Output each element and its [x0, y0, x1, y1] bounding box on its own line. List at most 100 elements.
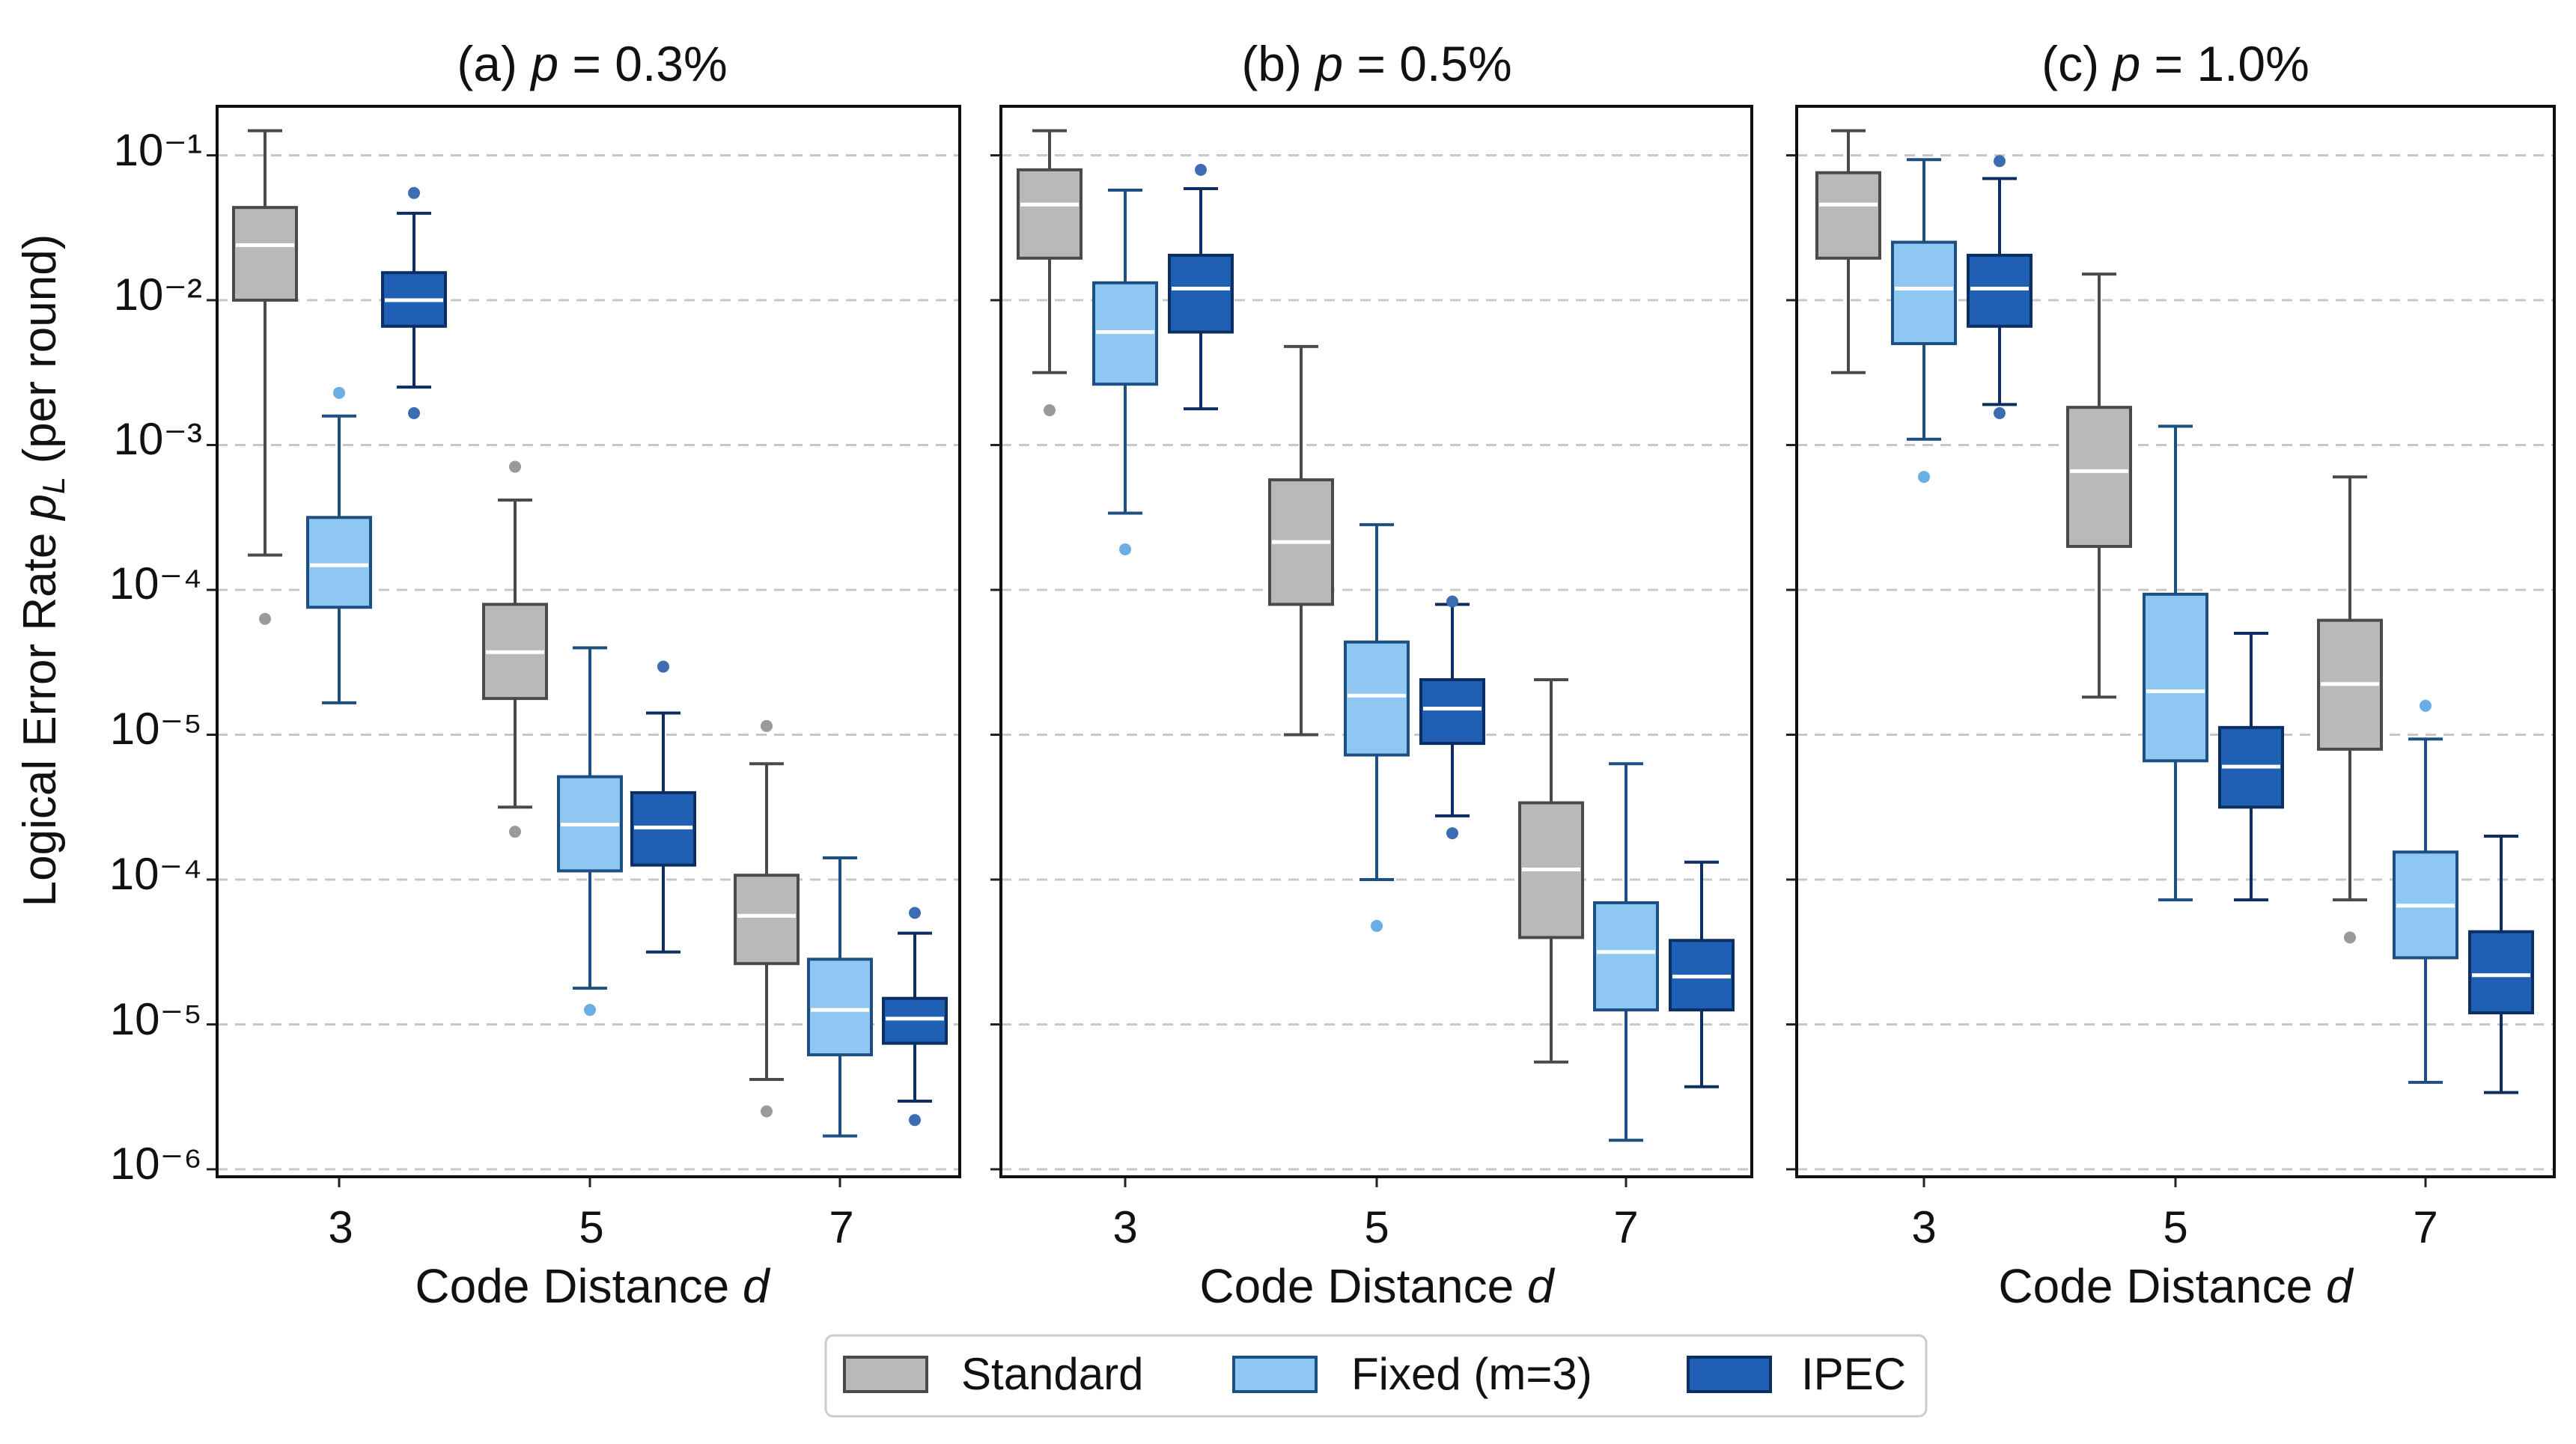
legend-swatch-ipec [1687, 1356, 1772, 1393]
box-fixed-m-3--d3 [1891, 158, 1957, 484]
outlier-point [333, 386, 345, 399]
plot-area [1786, 105, 2556, 1187]
iqr-box [734, 874, 800, 966]
legend-frame [824, 1334, 1928, 1418]
box-standard-d5 [1268, 344, 1334, 737]
outlier-point [761, 719, 773, 732]
outlier-point [584, 1004, 596, 1017]
iqr-box [1967, 254, 2033, 328]
iqr-box [232, 206, 298, 302]
box-standard-d7 [2317, 475, 2383, 944]
box-fixed-m-3--d5 [557, 646, 623, 1017]
outlier-point [259, 612, 271, 625]
x-axis-label: Code Distance d [1199, 1259, 1556, 1313]
outlier-point [509, 460, 521, 473]
x-axis-label: Code Distance d [415, 1259, 771, 1313]
box-fixed-m-3--d5 [1344, 523, 1410, 932]
x-tick-label: 7 [1613, 1202, 1638, 1252]
x-tick-label: 3 [1911, 1202, 1936, 1252]
outlier-point [1195, 163, 1207, 176]
outlier-point [1446, 827, 1458, 840]
y-tick-label: 10⁻¹ [114, 125, 202, 175]
y-tick-label: 10⁻⁵ [110, 704, 202, 754]
outlier-point [509, 826, 521, 838]
iqr-box [1815, 171, 1881, 260]
box-fixed-m-3--d7 [2393, 699, 2458, 1084]
outlier-point [1446, 595, 1458, 608]
y-axis-label: Logical Error Rate pL (per round) [14, 234, 71, 907]
box-ipec-d3 [1168, 163, 1234, 411]
legend-swatch-standard [843, 1356, 928, 1393]
iqr-box [807, 957, 873, 1057]
axes-frame [1795, 105, 2556, 1178]
outlier-point [1371, 919, 1383, 932]
plot-area [207, 105, 961, 1187]
x-tick-label: 5 [1364, 1202, 1389, 1252]
box-standard-d5 [2066, 272, 2132, 699]
y-tick-label: 10⁻⁴ [109, 849, 202, 899]
panel-b: (b) p = 0.5% 3 5 7 Code Distance d [990, 36, 1753, 1313]
iqr-box [1891, 240, 1957, 346]
panel-title: (a) p = 0.3% [457, 36, 727, 91]
outlier-point [2344, 931, 2356, 944]
legend: Standard Fixed (m=3) IPEC [824, 1334, 1928, 1418]
outlier-point [1994, 406, 2006, 419]
x-tick-label: 5 [579, 1202, 603, 1252]
outlier-point [408, 406, 420, 419]
outlier-point [1044, 404, 1056, 417]
panel-a: (a) p = 0.3% 3 5 7 Code Distance d [207, 36, 961, 1313]
iqr-box [2468, 930, 2534, 1015]
y-tick-label: 10⁻³ [114, 414, 202, 464]
legend-label-ipec: IPEC [1801, 1349, 1906, 1399]
box-standard-d5 [482, 460, 548, 838]
y-axis-label-main: Logical Error Rate [14, 520, 66, 907]
panel-c: (c) p = 1.0% 3 5 7 Code Distance d [1786, 36, 2556, 1313]
box-fixed-m-3--d3 [306, 386, 372, 704]
iqr-box [2143, 592, 2208, 763]
panel-title: (b) p = 0.5% [1241, 36, 1511, 91]
legend-label-standard: Standard [961, 1349, 1144, 1399]
box-ipec-d3 [1967, 155, 2033, 419]
iqr-box [2066, 406, 2132, 548]
x-tick-label: 3 [1112, 1202, 1137, 1252]
y-tick-label: 10⁻² [114, 269, 202, 320]
box-fixed-m-3--d7 [807, 856, 873, 1138]
iqr-box [1419, 677, 1485, 746]
box-standard-d3 [232, 129, 298, 625]
box-standard-d7 [1518, 677, 1584, 1064]
y-axis-label-var: p [14, 494, 66, 521]
box-ipec-d7 [882, 907, 948, 1127]
y-tick-labels: 10⁻⁶ 10⁻⁵ 10⁻⁴ 10⁻⁵ 10⁻⁴ 10⁻³ 10⁻² 10⁻¹ [109, 125, 202, 1189]
x-tick-label: 5 [2163, 1202, 2187, 1252]
box-fixed-m-3--d3 [1092, 188, 1158, 555]
y-tick-label: 10⁻⁶ [110, 1139, 202, 1189]
iqr-box [1168, 254, 1234, 334]
legend-swatch-fixed [1232, 1356, 1318, 1393]
y-axis-label-tail: (per round) [14, 234, 66, 477]
outlier-point [2420, 699, 2432, 712]
iqr-box [306, 516, 372, 609]
outlier-point [761, 1105, 773, 1118]
box-fixed-m-3--d7 [1593, 762, 1659, 1142]
box-ipec-d7 [1669, 860, 1735, 1088]
outlier-point [909, 1114, 921, 1127]
box-ipec-d5 [1419, 595, 1485, 840]
outlier-point [909, 907, 921, 919]
box-ipec-d5 [2218, 632, 2284, 902]
y-tick-label: 10⁻⁵ [110, 994, 202, 1044]
box-standard-d3 [1815, 129, 1881, 374]
iqr-box [882, 996, 948, 1045]
axes-frame [216, 105, 961, 1178]
legend-label-fixed: Fixed (m=3) [1351, 1349, 1592, 1399]
x-tick-label: 7 [2413, 1202, 2438, 1252]
outlier-point [1119, 543, 1131, 555]
y-axis-label-sub: L [36, 477, 71, 494]
box-ipec-d7 [2468, 834, 2534, 1094]
iqr-box [1017, 168, 1083, 260]
plot-area [990, 105, 1753, 1187]
panel-title: (c) p = 1.0% [2041, 36, 2309, 91]
outlier-point [1994, 155, 2006, 168]
iqr-box [1344, 640, 1410, 757]
box-ipec-d5 [630, 660, 696, 954]
